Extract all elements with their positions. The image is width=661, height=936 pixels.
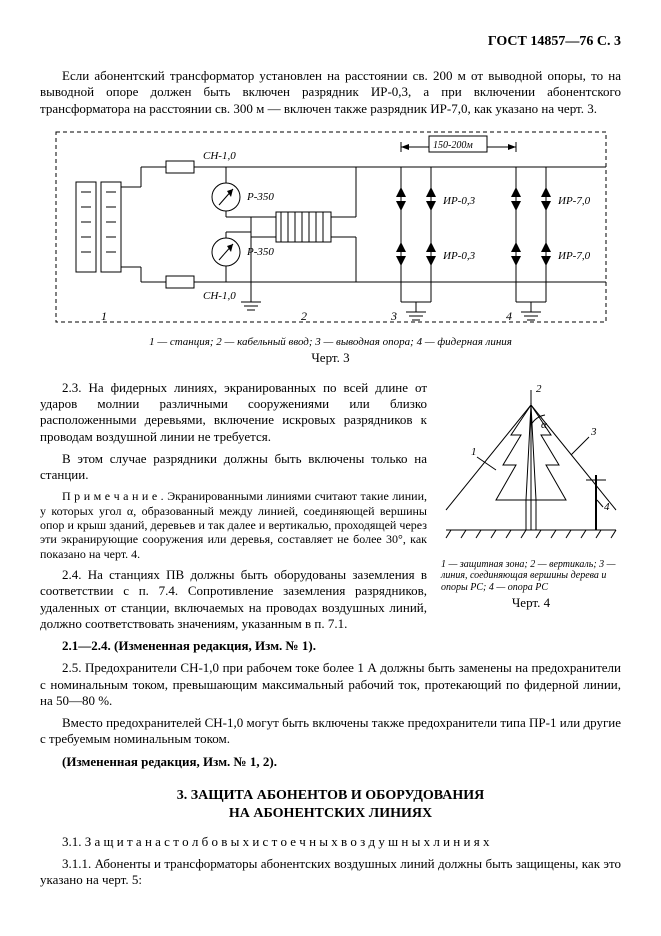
p-2-5c-text: (Измененная редакция, Изм. № 1, 2).	[62, 754, 277, 769]
p-2-4: 2.4. На станциях ПВ должны быть оборудов…	[40, 567, 427, 632]
label-ir03a: ИР-0,3	[442, 195, 476, 207]
p-21-24: 2.1—2.4. (Измененная редакция, Изм. № 1)…	[40, 638, 621, 654]
label-ir03b: ИР-0,3	[442, 250, 476, 262]
node-3: ИР-0,3 ИР-0,3	[396, 167, 476, 320]
p-2-5: 2.5. Предохранители СН-1,0 при рабочем т…	[40, 660, 621, 709]
section-3-title: 3. ЗАЩИТА АБОНЕНТОВ И ОБОРУДОВАНИЯ	[40, 788, 621, 804]
p-2-3b-text: В этом случае разрядники должны быть вкл…	[40, 451, 427, 482]
label-sn-bot: СН-1,0	[203, 290, 236, 302]
fig4-n4: 4	[604, 501, 610, 513]
figure-3-svg: СН-1,0 СН-1,0 Р-350 Р-350	[51, 127, 611, 332]
two-column-block: 2.3. На фидерных линиях, экранированных …	[40, 380, 621, 638]
page: ГОСТ 14857—76 С. 3 Если абонентский тран…	[0, 0, 661, 936]
p-21-24-text: 2.1—2.4. (Измененная редакция, Изм. № 1)…	[62, 638, 316, 653]
label-p350a: Р-350	[246, 191, 274, 203]
p-2-4-text: 2.4. На станциях ПВ должны быть оборудов…	[40, 567, 427, 631]
p-2-5c: (Измененная редакция, Изм. № 1, 2).	[40, 754, 621, 770]
doc-header: ГОСТ 14857—76 С. 3	[40, 34, 621, 50]
label-ir70b: ИР-7,0	[557, 250, 591, 262]
marker-2: 2	[301, 309, 307, 323]
fig4-alpha: α	[541, 419, 547, 431]
p-2-5b-text: Вместо предохранителей СН-1,0 могут быть…	[40, 715, 621, 746]
col-left: 2.3. На фидерных линиях, экранированных …	[40, 380, 427, 638]
figure-3-label: Черт. 3	[40, 350, 621, 366]
marker-1: 1	[101, 309, 107, 323]
fig4-n1: 1	[471, 446, 477, 458]
label-sn-top: СН-1,0	[203, 150, 236, 162]
p-3-1-1: 3.1.1. Абоненты и трансформаторы абонент…	[40, 856, 621, 889]
fig4-n2: 2	[536, 383, 542, 395]
p-3-1-1-text: 3.1.1. Абоненты и трансформаторы абонент…	[40, 856, 621, 887]
p-2-5-text: 2.5. Предохранители СН-1,0 при рабочем т…	[40, 660, 621, 708]
figure-4-caption: 1 — защитная зона; 2 — вертикаль; 3 — ли…	[441, 559, 621, 594]
p-3-1-text: 3.1. З а щ и т а н а с т о л б о в ы х и…	[62, 834, 489, 849]
p-2-3-note: П р и м е ч а н и е . Экранированными ли…	[40, 489, 427, 561]
node-4: ИР-7,0 ИР-7,0	[511, 167, 591, 320]
p-2-3-note-text: П р и м е ч а н и е . Экранированными ли…	[40, 489, 427, 561]
marker-4: 4	[506, 309, 512, 323]
p-2-3: 2.3. На фидерных линиях, экранированных …	[40, 380, 427, 445]
label-dist: 150-200м	[433, 140, 473, 151]
p-3-1: 3.1. З а щ и т а н а с т о л б о в ы х и…	[40, 834, 621, 850]
p-2-3-text: 2.3. На фидерных линиях, экранированных …	[40, 380, 427, 444]
figure-3: СН-1,0 СН-1,0 Р-350 Р-350	[40, 127, 621, 366]
label-p350b: Р-350	[246, 246, 274, 258]
marker-3: 3	[390, 309, 397, 323]
figure-3-caption: 1 — станция; 2 — кабельный ввод; 3 — выв…	[40, 336, 621, 348]
intro-text: Если абонентский трансформатор установле…	[40, 68, 621, 116]
col-right: α 1 2 3 4 1 — защитная зона; 2 — вертика…	[441, 380, 621, 612]
intro-paragraph: Если абонентский трансформатор установле…	[40, 68, 621, 117]
p-2-3b: В этом случае разрядники должны быть вкл…	[40, 451, 427, 484]
section-3-subtitle: НА АБОНЕНТСКИХ ЛИНИЯХ	[40, 806, 621, 822]
figure-4: α 1 2 3 4 1 — защитная зона; 2 — вертика…	[441, 380, 621, 612]
fig4-n3: 3	[590, 426, 597, 438]
label-ir70a: ИР-7,0	[557, 195, 591, 207]
p-2-5b: Вместо предохранителей СН-1,0 могут быть…	[40, 715, 621, 748]
figure-4-label: Черт. 4	[441, 595, 621, 611]
